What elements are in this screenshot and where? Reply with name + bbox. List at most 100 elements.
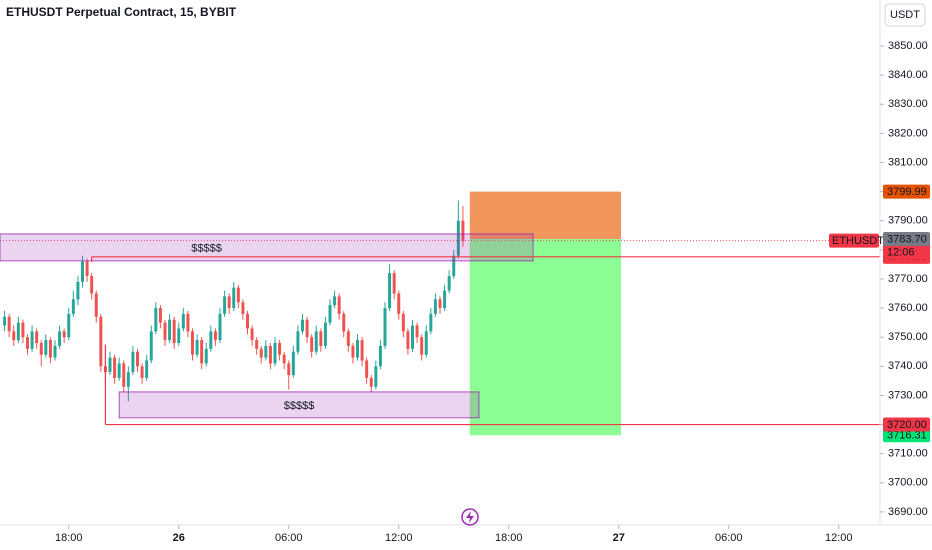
candle-body — [76, 281, 80, 300]
candle-body — [85, 261, 89, 277]
y-tick-label: 3770.00 — [888, 273, 928, 285]
candle-body — [67, 313, 71, 338]
candle-body — [30, 331, 34, 349]
candle-body — [191, 331, 194, 355]
target-zone — [469, 239, 622, 436]
candle-body — [158, 308, 162, 323]
candle-body — [264, 345, 268, 358]
x-tick-label: 18:00 — [495, 532, 523, 544]
y-tick-label: 3750.00 — [888, 331, 928, 343]
liquidity-zone — [118, 391, 480, 419]
currency-label[interactable]: USDT — [890, 9, 920, 21]
candle-body — [172, 319, 176, 344]
candle-body — [406, 331, 410, 349]
y-tick-label: 3710.00 — [888, 448, 928, 460]
y-tick-label: 3730.00 — [888, 389, 928, 401]
candle-body — [113, 357, 117, 378]
candle-body — [236, 287, 240, 303]
candle-body — [447, 276, 451, 291]
zone-label: $$$$$ — [191, 242, 222, 254]
candle-body — [392, 273, 396, 294]
candle-body — [415, 325, 419, 338]
candle-body — [99, 316, 103, 367]
currency-button[interactable] — [884, 3, 926, 27]
candle-body — [305, 319, 309, 338]
candle-body — [81, 261, 84, 282]
entry-price-label-bg — [883, 232, 930, 247]
replay-icon[interactable] — [461, 508, 479, 526]
candle-body — [374, 366, 378, 387]
candle-body — [328, 305, 332, 323]
x-tick-label: 06:00 — [275, 532, 303, 544]
candle-body — [314, 331, 318, 352]
candle-body — [369, 377, 373, 387]
candle-body — [268, 345, 272, 364]
candle-body — [301, 319, 304, 332]
candle-body — [346, 331, 350, 346]
candle-body — [48, 340, 52, 358]
candle-body — [168, 319, 172, 341]
candle-body — [177, 328, 181, 344]
y-tick-label: 3690.00 — [888, 506, 928, 518]
candle-body — [378, 345, 382, 367]
candle-body — [227, 296, 231, 309]
stop-zone — [469, 191, 622, 240]
candle-body — [223, 296, 227, 314]
candle-body — [287, 363, 291, 376]
candle-body — [456, 220, 460, 256]
candle-body — [241, 302, 245, 314]
candle-body — [429, 313, 433, 332]
x-tick-label: 27 — [613, 532, 625, 544]
candle-body — [310, 337, 314, 352]
countdown-label: 12:06 — [887, 247, 915, 259]
candle-body — [259, 348, 263, 358]
candle-body — [140, 366, 144, 378]
candle-body — [461, 220, 465, 242]
candle-body — [16, 322, 20, 341]
y-tick-label: 3810.00 — [888, 156, 928, 168]
candle-body — [108, 357, 112, 373]
candle-body — [35, 331, 39, 344]
candle-body — [90, 276, 94, 294]
candle-body — [255, 340, 259, 349]
candle-body — [3, 316, 7, 326]
candle-body — [356, 340, 359, 358]
y-tick-label: 3700.00 — [888, 477, 928, 489]
candle-body — [218, 313, 222, 341]
x-tick-label: 12:00 — [385, 532, 413, 544]
candle-body — [62, 331, 66, 338]
candle-body — [250, 328, 254, 341]
candle-body — [360, 340, 364, 361]
candle-body — [149, 331, 153, 361]
candle-body — [383, 308, 387, 346]
x-tick-label: 18:00 — [55, 532, 83, 544]
candle-body — [438, 299, 442, 309]
chart-title: ETHUSDT Perpetual Contract, 15, BYBIT — [6, 5, 237, 19]
entry-price-label: 3783.70 — [887, 233, 927, 245]
candle-body — [136, 351, 139, 367]
candle-body — [200, 340, 204, 364]
candle-body — [195, 340, 199, 355]
candle-body — [94, 293, 98, 317]
candle-body — [424, 331, 428, 355]
target-price-label: 3716.31 — [887, 430, 927, 442]
candle-body — [53, 345, 57, 358]
candle-body — [420, 337, 424, 355]
candle-body — [39, 343, 43, 355]
candle-body — [397, 293, 401, 314]
level-price-label: 3720.00 — [887, 419, 927, 431]
symbol-tag-bg — [829, 233, 879, 248]
candle-body — [145, 360, 149, 378]
candle-body — [44, 340, 48, 355]
candle-body — [278, 343, 282, 355]
stop-price-label-bg — [883, 184, 930, 199]
x-tick-label: 12:00 — [825, 532, 853, 544]
candle-body — [122, 363, 126, 387]
candle-body — [433, 299, 437, 314]
zone-label: $$$$$ — [284, 400, 315, 412]
candle-body — [401, 313, 405, 332]
candle-body — [209, 331, 213, 349]
candle-body — [342, 313, 346, 332]
candle-body — [163, 322, 167, 341]
